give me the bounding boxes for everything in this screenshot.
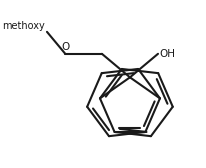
Text: methoxy: methoxy bbox=[3, 21, 45, 31]
Text: OH: OH bbox=[160, 49, 176, 59]
Text: O: O bbox=[61, 42, 69, 52]
